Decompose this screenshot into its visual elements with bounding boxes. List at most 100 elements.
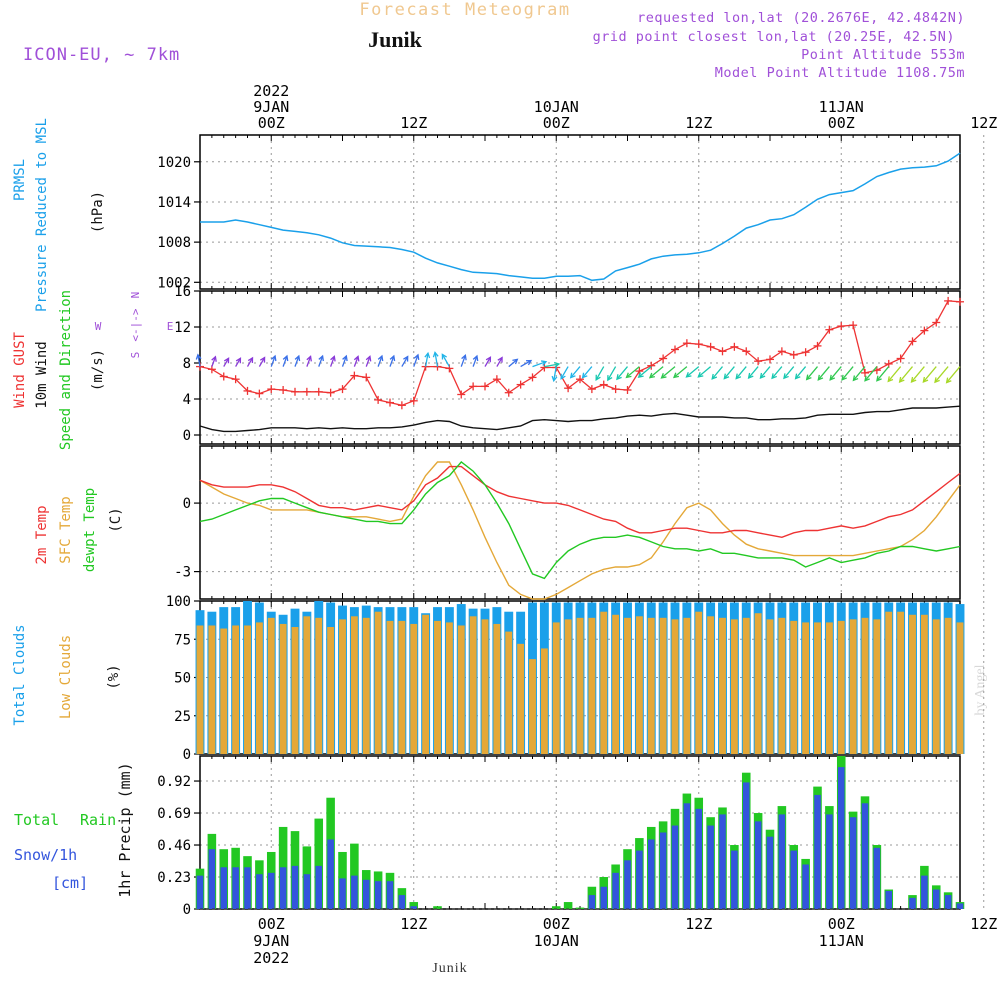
gust-marker (481, 382, 489, 391)
low-cloud-bar (695, 611, 703, 754)
gust-marker (564, 384, 573, 393)
rain-bar (314, 818, 324, 909)
bottom-time-label: 00Z (543, 915, 570, 933)
low-cloud-bar (730, 619, 738, 754)
low-cloud-bar (825, 622, 833, 754)
bottom-time-label: 00Z (258, 915, 285, 933)
wind-arrow (783, 366, 795, 380)
snow-bar (588, 895, 596, 909)
snow-bar (244, 867, 251, 909)
snow-bar (196, 875, 204, 909)
top-time-label: 9JAN (253, 98, 289, 116)
wind-arrow-head (581, 372, 588, 379)
wind-arrow (520, 359, 533, 368)
low-cloud-bar (350, 616, 358, 754)
wind-arrow (365, 355, 372, 367)
pressure-label-1-group: PRMSL (12, 159, 28, 201)
wind-arrow (581, 366, 593, 379)
temp2m-label-group: 2m Temp (34, 505, 50, 564)
wind-arrow-shaft (460, 355, 466, 367)
low-cloud-bar (754, 613, 762, 754)
gust-marker (255, 389, 264, 398)
low-cloud-bar (766, 619, 774, 754)
wind-arrow-shaft (934, 366, 949, 383)
top-time-label: 10JAN (534, 98, 579, 116)
wind-arrow-head (759, 372, 766, 379)
wind-arrow-head (389, 354, 396, 362)
wind-arrow (711, 366, 723, 380)
wind-arrow-shaft (673, 366, 688, 378)
low-cloud-bar (802, 622, 810, 754)
pressure-unit-group: (hPa) (90, 191, 106, 233)
snow-bar (885, 890, 893, 909)
wind-arrow-shaft (353, 356, 359, 367)
low-cloud-bar (624, 617, 631, 754)
gust-marker (540, 363, 549, 372)
wind-unit: (m/s) (90, 349, 106, 391)
low-cloud-bar (742, 617, 750, 754)
snow-bar (303, 874, 311, 909)
grid-coords: grid point closest lon,lat (20.25E, 42.5… (593, 29, 955, 45)
wind10-label-group: 10m Wind (34, 341, 50, 408)
wind-arrow-head (934, 377, 940, 384)
pressure-unit: (hPa) (90, 191, 106, 233)
low-cloud-bar (659, 617, 667, 754)
wind-arrow-head (554, 361, 561, 368)
wind-arrow-head (595, 374, 601, 381)
wind-arrow-head (432, 351, 439, 358)
compass-n: N (129, 292, 142, 299)
gust-marker (694, 340, 703, 349)
snow-bar (849, 817, 857, 909)
wind-arrow-head (735, 373, 742, 380)
total-clouds-label: Total Clouds (12, 624, 28, 725)
top-time-label: 12Z (685, 114, 712, 132)
wind-arrow-head (195, 353, 202, 360)
low-cloud-bar (885, 611, 893, 754)
snow-bar (873, 847, 881, 909)
bottom-time-label: 2022 (253, 949, 289, 967)
wind-arrow (660, 366, 676, 379)
pressure-line (200, 152, 961, 282)
plots-layer: 1002 1008 1014 1020 0 4 8 12 16 0 -3 0 25 50 75 100 0 0.2… (12, 82, 997, 967)
snow-bar (339, 878, 346, 909)
wind-arrow-head (472, 354, 479, 362)
gust-marker (944, 296, 953, 305)
temp2m-line (199, 465, 961, 539)
wind-arrow (341, 354, 348, 367)
wind-arrow-head (864, 375, 870, 382)
wind-arrow-shaft (570, 366, 581, 379)
wind-arrow-shaft (661, 366, 676, 379)
wind-arrow (747, 366, 759, 379)
legend-snow: Snow/1h (14, 846, 77, 864)
wind-arrow-shaft (616, 366, 628, 380)
wind-arrow-head (697, 371, 704, 378)
bottom-time-label: 12Z (400, 915, 427, 933)
wind-arrow-shaft (876, 366, 890, 382)
wind-arrow (794, 366, 807, 380)
wind-arrow-shaft (887, 366, 902, 382)
snow-bar (754, 821, 762, 909)
wind-arrow-shaft (318, 355, 324, 367)
ytick-label: 4 (183, 392, 191, 408)
wind-arrow-shaft (520, 360, 532, 368)
ytick-label: 0.69 (157, 806, 191, 822)
wind-arrow-head (723, 373, 730, 380)
ytick-label: 0 (183, 747, 191, 763)
wind-arrow (282, 354, 289, 367)
wind-arrow (841, 366, 854, 381)
low-cloud-bar (909, 614, 916, 754)
compass-axis: <-|-> (129, 308, 142, 341)
snow-bar (766, 836, 774, 909)
wind-arrow-head (424, 351, 431, 359)
low-cloud-bar (600, 611, 608, 754)
snow-bar (232, 867, 239, 909)
wind-arrow (697, 366, 712, 378)
low-cloud-bar (279, 623, 287, 754)
snow-bar (386, 881, 394, 909)
gust-marker (267, 385, 276, 394)
low-cloud-bar (291, 627, 299, 754)
wind-arrow-shaft (472, 355, 478, 367)
forecast-title: Forecast Meteogram (359, 0, 570, 20)
